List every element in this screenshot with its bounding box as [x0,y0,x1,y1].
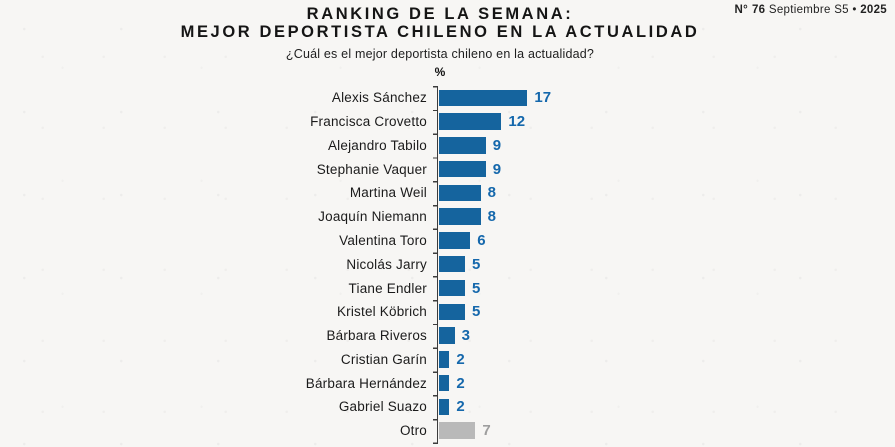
value-label: 2 [456,398,465,416]
bar [439,303,465,321]
chart-rows: Alexis Sánchez 17 Francisca Crovetto 12 … [0,86,895,442]
bar [439,255,465,273]
category-label: Cristian Garín [340,351,427,367]
bar-row: Tiane Endler 5 [0,276,895,300]
bar-row: Alexis Sánchez 17 [0,86,895,110]
value-label: 6 [477,231,486,249]
edition-year: 2025 [860,4,887,16]
category-label: Nicolás Jarry [346,256,427,272]
bar [439,160,486,178]
category-label: Valentina Toro [339,232,427,248]
bar [439,279,465,297]
bar-row: Martina Weil 8 [0,181,895,205]
category-label: Kristel Köbrich [336,304,427,320]
edition-period: Septiembre S5 [768,4,849,16]
bar [439,374,450,392]
bar-row: Stephanie Vaquer 9 [0,157,895,181]
category-label: Martina Weil [349,185,427,201]
bar-row: Nicolás Jarry 5 [0,252,895,276]
category-label: Alexis Sánchez [331,90,427,106]
value-label: 3 [461,327,470,345]
value-label: 5 [472,279,481,297]
value-label: 8 [487,208,496,226]
bar-row: Bárbara Riveros 3 [0,324,895,348]
bar-row: Kristel Köbrich 5 [0,300,895,324]
category-label: Francisca Crovetto [310,114,427,130]
edition-separator: • [852,4,857,16]
edition-number: 76 [751,4,766,16]
value-label: 9 [492,160,502,178]
bar-row: Joaquín Niemann 8 [0,205,895,229]
bar-row: Valentina Toro 6 [0,229,895,253]
bar [439,232,471,249]
bar-row: Francisca Crovetto 12 [0,110,895,134]
category-label: Alejandro Tabilo [327,137,427,153]
chart-title-line1: RANKING DE LA SEMANA: [306,5,574,23]
chart-subtitle: ¿Cuál es el mejor deportista chileno en … [285,47,595,61]
bar [439,137,486,154]
category-label: Bárbara Riveros [326,328,427,344]
bar [439,398,450,416]
bar-row: Otro 7 [0,419,895,443]
value-label: 9 [492,136,502,154]
bar [439,422,476,439]
bar-row: Cristian Garín 2 [0,347,895,371]
category-label: Otro [399,423,427,439]
bar [439,327,455,344]
category-label: Stephanie Vaquer [316,161,427,177]
edition-stamp: N° 76 Septiembre S5 • 2025 [734,4,887,16]
value-label: 2 [456,374,465,392]
bar-row: Bárbara Hernández 2 [0,371,895,395]
chart-unit-label: % [434,65,446,79]
edition-number-label: N° [734,4,748,16]
chart-header: RANKING DE LA SEMANA: MEJOR DEPORTISTA C… [0,5,880,79]
bar [439,184,481,202]
value-label: 8 [487,184,496,202]
chart-title-line2: MEJOR DEPORTISTA CHILENO EN LA ACTUALIDA… [180,23,700,41]
category-label: Bárbara Hernández [305,375,427,391]
value-label: 12 [508,113,526,131]
category-label: Tiane Endler [348,280,427,296]
value-label: 2 [456,350,465,368]
value-label: 17 [534,89,552,107]
bar [439,89,528,107]
category-axis [433,86,438,444]
bar-row: Gabriel Suazo 2 [0,395,895,419]
category-label: Gabriel Suazo [338,399,427,415]
value-label: 5 [472,255,481,273]
value-label: 7 [482,422,491,440]
bar [439,208,481,225]
bar-row: Alejandro Tabilo 9 [0,134,895,158]
bar [439,351,450,368]
category-label: Joaquín Niemann [318,209,427,225]
bar [439,113,502,130]
value-label: 5 [472,303,481,321]
